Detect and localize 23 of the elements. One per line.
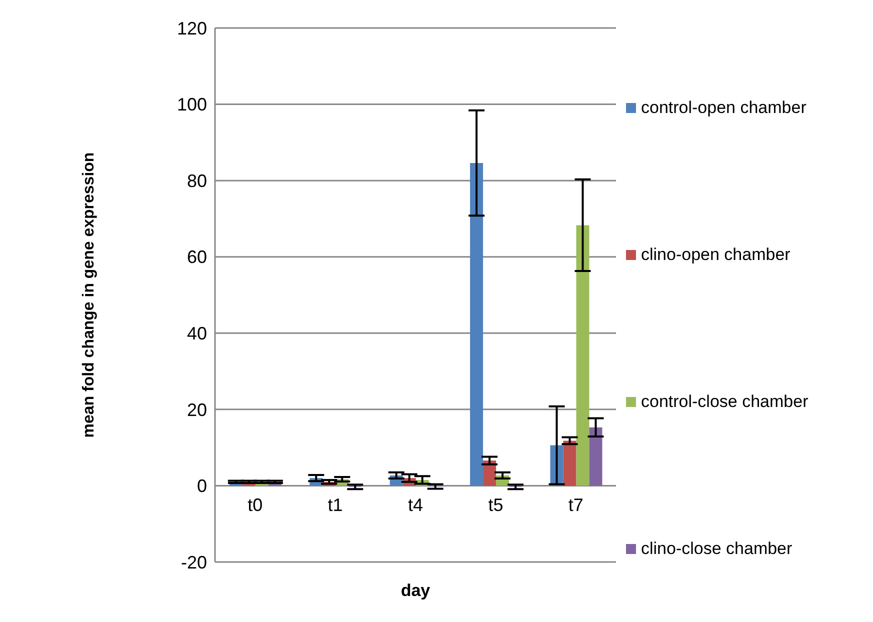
y-tick-label: 100 <box>176 94 207 115</box>
x-tick-label: t5 <box>488 494 504 515</box>
legend-label: clino-open chamber <box>641 245 790 265</box>
x-tick-label: t4 <box>408 494 424 515</box>
legend-label: clino-close chamber <box>641 539 792 559</box>
legend-label: control-close chamber <box>641 392 808 412</box>
y-tick-label: 20 <box>186 400 207 420</box>
bar <box>589 427 602 486</box>
legend-label: control-open chamber <box>641 98 806 118</box>
x-tick-label: t7 <box>568 494 584 515</box>
x-tick-label: t0 <box>248 494 263 515</box>
y-tick-label: -20 <box>180 552 207 572</box>
x-tick-label: t1 <box>328 494 343 515</box>
x-axis-title: day <box>400 581 431 600</box>
y-tick-label: 60 <box>186 247 207 268</box>
bar <box>563 440 576 486</box>
y-tick-label: 80 <box>186 170 207 191</box>
y-axis-title: mean fold change in gene expression <box>80 152 98 438</box>
y-tick-label: 40 <box>186 324 207 344</box>
y-tick-label: 0 <box>196 476 207 496</box>
bar <box>576 225 590 486</box>
y-tick-label: 120 <box>176 18 207 38</box>
bar <box>470 163 484 486</box>
